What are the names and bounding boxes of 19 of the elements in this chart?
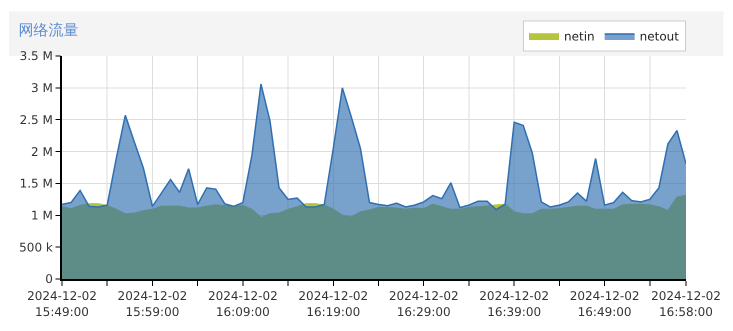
y-tick-label: 1 M (31, 208, 53, 222)
x-tick-label: 2024-12-02 15:59:00 (118, 289, 188, 319)
y-tick-label: 2 M (31, 144, 53, 159)
x-tick-label: 2024-12-02 16:58:00 (651, 289, 721, 319)
y-tick-label: 3 M (31, 81, 53, 96)
legend-label: netin (564, 30, 595, 44)
x-tick-label: 2024-12-02 16:29:00 (388, 289, 459, 319)
x-tick-label: 2024-12-02 15:49:00 (27, 289, 97, 319)
legend-label: netout (640, 30, 680, 44)
y-tick-label: 2.5 M (20, 112, 53, 127)
x-tick-label: 2024-12-02 16:49:00 (570, 289, 640, 319)
y-tick-label: 0 (45, 272, 53, 286)
chart-title: 网络流量 (18, 21, 78, 40)
y-tick-label: 500 k (19, 240, 53, 254)
x-tick-label: 2024-12-02 16:19:00 (298, 289, 368, 319)
y-tick-label: 3.5 M (20, 49, 53, 64)
y-tick-label: 1.5 M (20, 176, 53, 191)
x-tick-label: 2024-12-02 16:09:00 (208, 289, 278, 319)
x-tick-label: 2024-12-02 16:39:00 (479, 289, 550, 319)
